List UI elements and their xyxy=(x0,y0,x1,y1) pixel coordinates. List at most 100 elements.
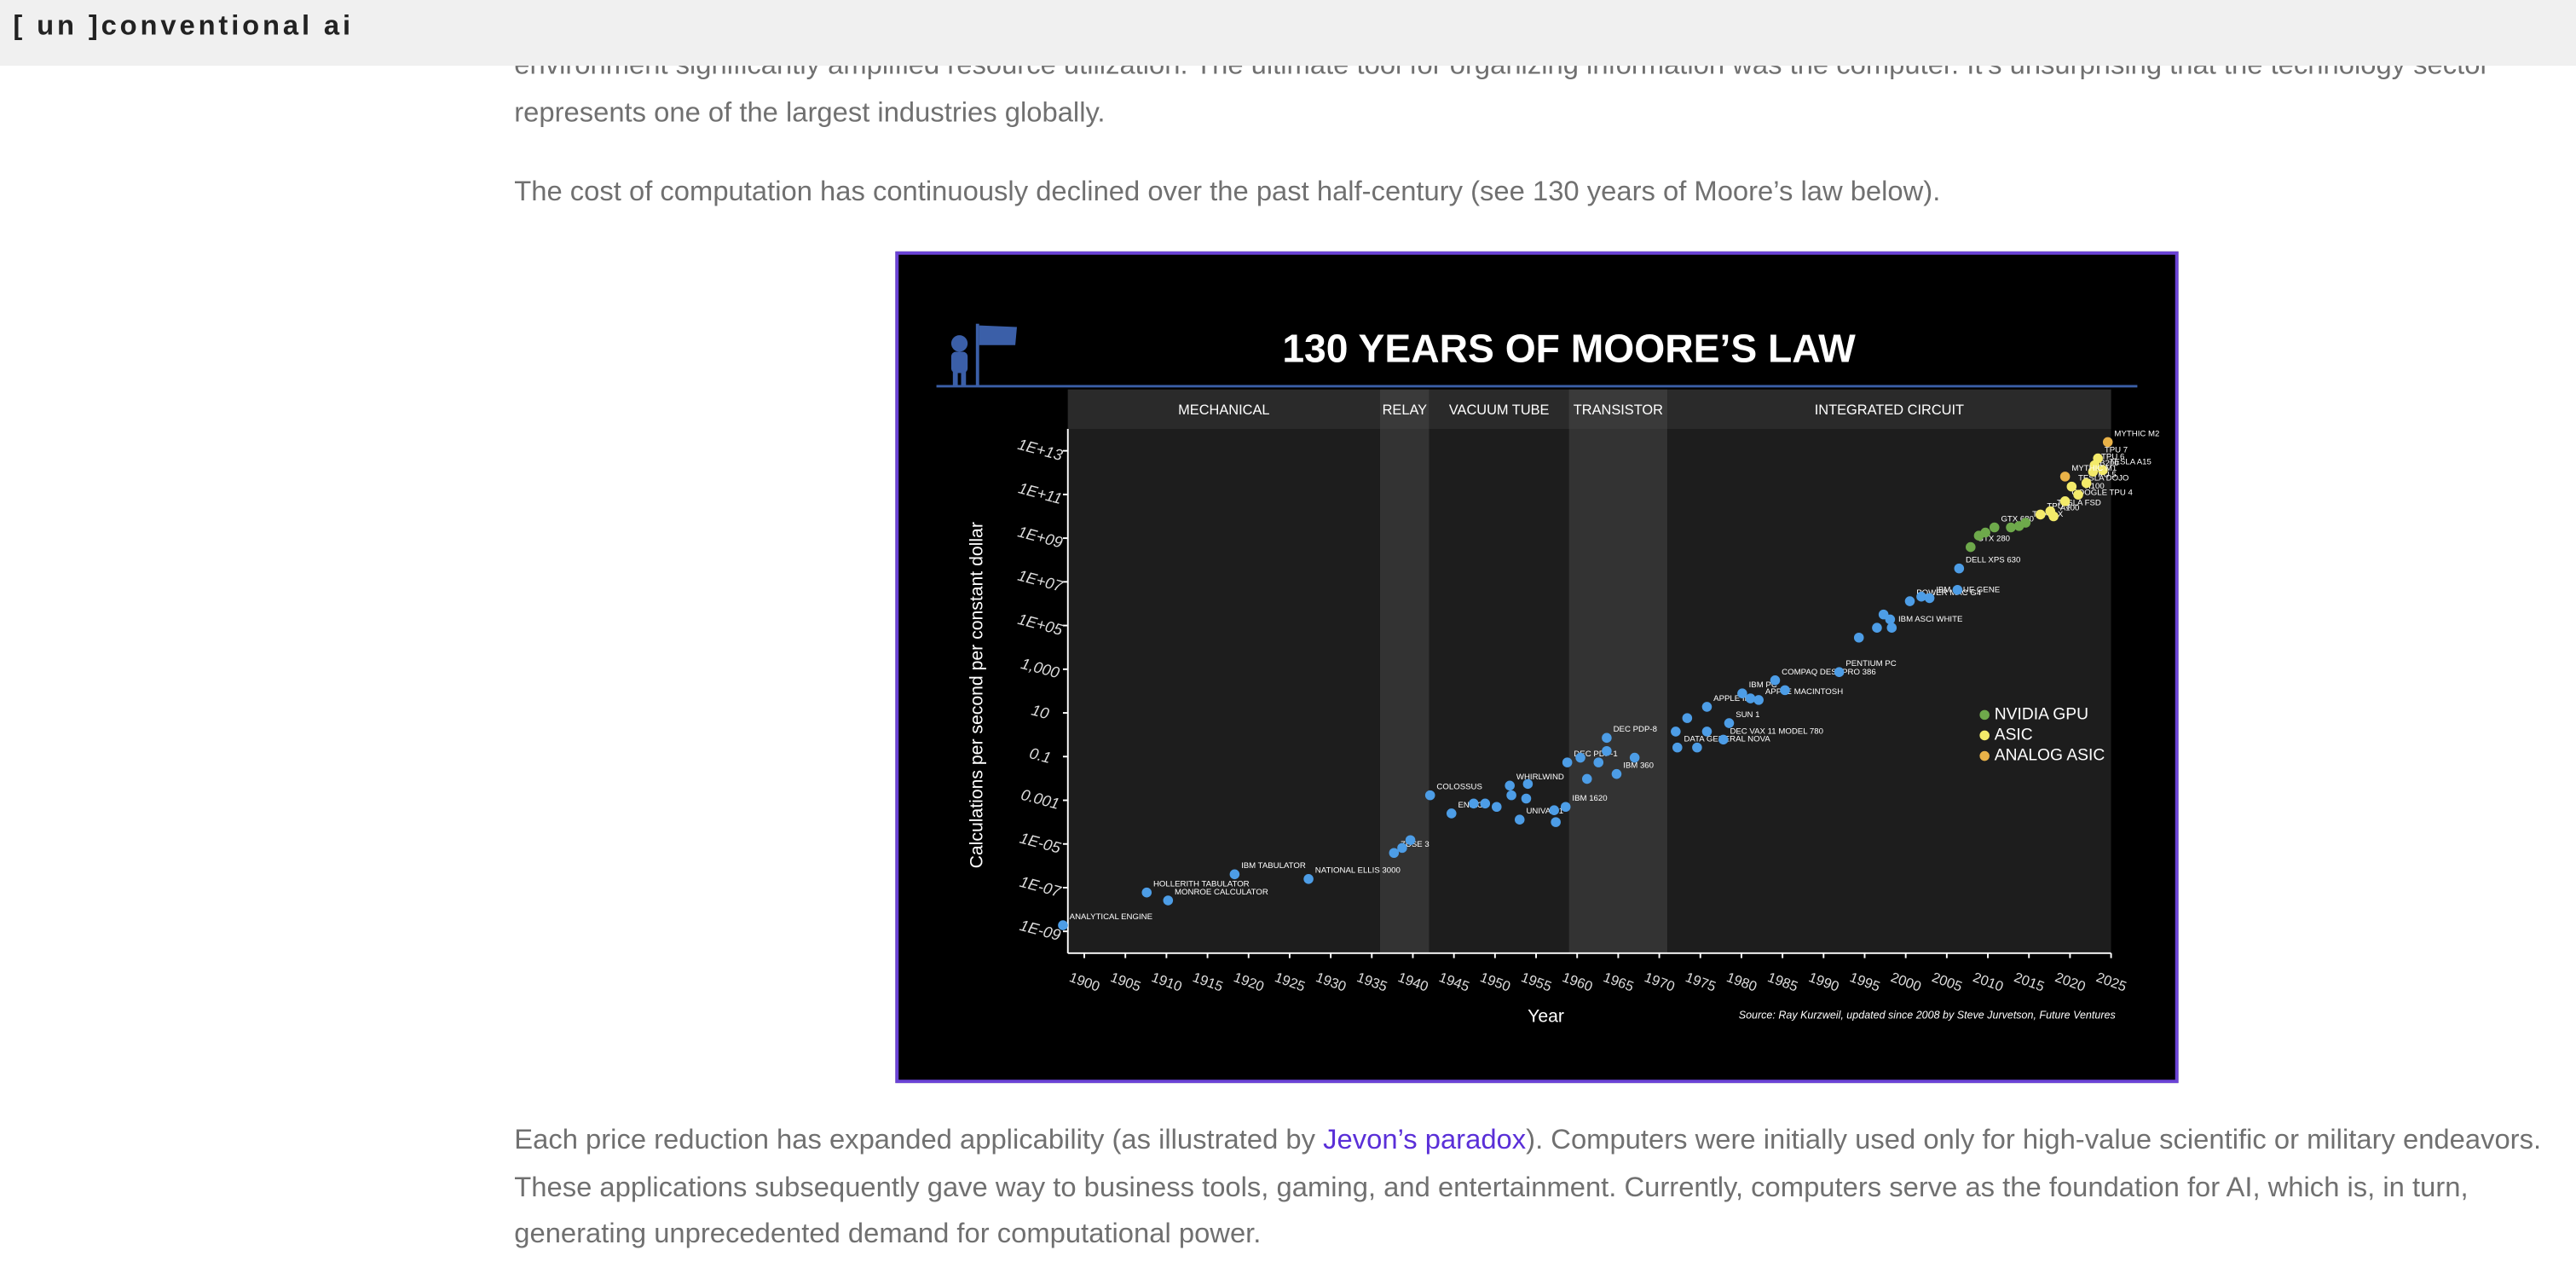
legend-swatch xyxy=(1979,730,1990,741)
data-point xyxy=(1916,591,1926,602)
point-label: APPLE MACINTOSH xyxy=(1765,687,1843,697)
legend-label: NVIDIA GPU xyxy=(1995,705,2088,723)
era-band xyxy=(1568,389,1668,953)
data-point xyxy=(2059,472,2071,482)
chart-image: 130 YEARS OF MOORE’S LAW Year Calculatio… xyxy=(895,251,2179,1084)
era-band xyxy=(1379,389,1430,953)
data-point xyxy=(2066,481,2077,492)
data-point xyxy=(1389,848,1400,859)
data-point xyxy=(1952,584,1963,595)
point-label: UNIVAC 1 xyxy=(1526,807,1563,816)
data-point xyxy=(1551,817,1561,827)
point-label: IBM BLUE GENE xyxy=(1936,585,2000,594)
point-label: ANALYTICAL ENGINE xyxy=(1070,912,1152,922)
data-point xyxy=(1514,814,1525,825)
data-point xyxy=(1980,527,1990,538)
era-band xyxy=(1067,389,1380,953)
astronaut-icon xyxy=(950,323,1017,386)
x-tick-label: 1925 xyxy=(1273,970,1307,994)
x-tick-label: 2000 xyxy=(1889,970,1923,994)
point-label: ZUSE 3 xyxy=(1401,840,1430,849)
data-point xyxy=(1701,702,1713,712)
y-tick-label: 1E+11 xyxy=(1017,478,1065,507)
era-label: RELAY xyxy=(1383,402,1428,418)
x-tick-label: 1920 xyxy=(1232,970,1266,994)
point-label: WHIRLWIND xyxy=(1516,773,1564,782)
data-point xyxy=(1560,802,1571,813)
x-tick-label: 1960 xyxy=(1560,970,1594,994)
x-tick-label: 1995 xyxy=(1848,970,1882,994)
point-label: MYTHIC M1 xyxy=(2071,464,2117,473)
point-label: APPLE II xyxy=(1713,694,1747,703)
data-point xyxy=(1611,768,1622,779)
era-label: VACUUM TUBE xyxy=(1449,402,1550,418)
era-band xyxy=(1667,389,2111,953)
link[interactable]: Jevon’s paradox xyxy=(1323,1124,1527,1155)
data-point xyxy=(1692,742,1702,753)
data-point xyxy=(1505,780,1515,791)
legend-swatch xyxy=(1979,750,1990,761)
data-point xyxy=(1834,667,1845,677)
data-point xyxy=(1549,805,1560,815)
x-tick-label: 1940 xyxy=(1396,970,1430,994)
data-point xyxy=(1629,752,1640,763)
point-label: MYTHIC M2 xyxy=(2114,429,2159,438)
y-tick-label: 1E-05 xyxy=(1018,829,1063,857)
y-tick-label: 1E+13 xyxy=(1016,435,1066,464)
data-point xyxy=(1671,727,1681,737)
era-label: INTEGRATED CIRCUIT xyxy=(1815,402,1964,418)
point-label: TPU 5 xyxy=(2093,471,2116,480)
data-point xyxy=(1989,522,2000,533)
legend-swatch xyxy=(1979,709,1990,721)
y-axis-title: Calculations per second per constant dol… xyxy=(967,522,986,868)
point-label: TESLA FSD xyxy=(2057,499,2101,508)
data-point xyxy=(1141,887,1152,898)
x-tick-label: 2015 xyxy=(2012,970,2046,994)
point-label: TESLA A15 xyxy=(2110,457,2151,466)
paragraph: The cost of computation has continuously… xyxy=(514,176,1941,207)
data-point xyxy=(1904,596,1915,606)
x-tick-label: 1975 xyxy=(1684,970,1718,994)
chart: 130 YEARS OF MOORE’S LAW Year Calculatio… xyxy=(936,323,2159,1027)
point-label: POWER MAC G4 xyxy=(1916,588,1982,598)
data-point xyxy=(1701,727,1713,737)
point-label: MONROE CALCULATOR xyxy=(1175,888,1268,897)
data-point xyxy=(1397,842,1407,854)
point-label: COLOSSUS xyxy=(1436,783,1482,792)
x-tick-label: 1900 xyxy=(1067,970,1101,994)
x-tick-label: 2005 xyxy=(1930,970,1964,994)
data-point xyxy=(1924,593,1935,604)
data-point xyxy=(1718,734,1729,745)
era-header xyxy=(1429,389,1569,430)
x-axis-title: Year xyxy=(1528,1007,1564,1027)
data-point xyxy=(2081,478,2092,489)
data-point xyxy=(1872,622,1882,633)
point-label: H100 xyxy=(2085,482,2105,491)
era-header xyxy=(1067,389,1380,430)
point-label: IBM ASCI WHITE xyxy=(1898,615,1962,624)
x-tick-label: 2025 xyxy=(2094,970,2128,994)
data-point xyxy=(1682,713,1693,723)
brand[interactable]: [ un ]conventional ai xyxy=(13,9,354,42)
x-tick-label: 1950 xyxy=(1478,970,1512,994)
y-tick-label: 1E+09 xyxy=(1016,522,1065,551)
data-point xyxy=(1562,757,1573,767)
data-point xyxy=(1491,802,1502,813)
point-label: GOOGLE TPU 4 xyxy=(2071,489,2133,498)
x-tick-label: 1915 xyxy=(1191,970,1225,994)
point-label: DEC PDP-1 xyxy=(1574,750,1617,759)
point-label: B200 xyxy=(2099,459,2118,468)
era-band xyxy=(1429,389,1569,953)
data-point xyxy=(2006,522,2016,533)
point-label: COMPAQ DESKPRO 386 xyxy=(1782,668,1876,677)
era-header xyxy=(1667,389,2111,430)
x-tick-label: 1990 xyxy=(1806,970,1840,994)
data-point xyxy=(1581,773,1592,784)
y-tick-label: 1E+07 xyxy=(1016,566,1066,595)
data-point xyxy=(1575,752,1585,763)
point-label: IBM 360 xyxy=(1623,761,1654,771)
data-point xyxy=(2020,518,2031,528)
top-bar: [ un ]conventional ai xyxy=(0,0,2576,67)
y-tick-label: 0.001 xyxy=(1019,785,1062,813)
